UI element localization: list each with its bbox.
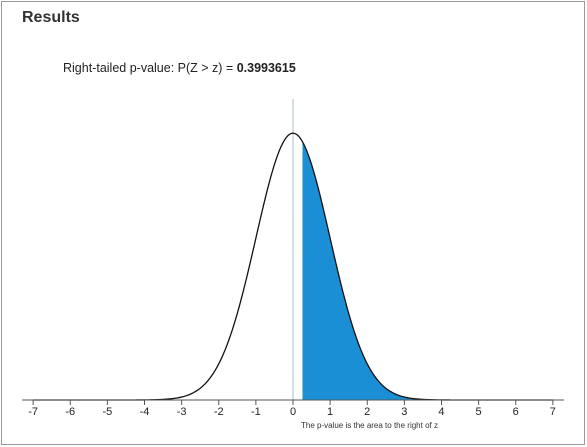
x-tick-label: 6 (513, 406, 519, 418)
x-tick-label: 7 (550, 406, 556, 418)
x-tick-label: -6 (65, 406, 75, 418)
x-tick-label: 0 (290, 406, 296, 418)
p-value-area (302, 141, 553, 400)
x-tick-label: 2 (364, 406, 370, 418)
p-value-line: Right-tailed p-value: P(Z > z) = 0.39936… (63, 61, 296, 75)
x-tick-label: 1 (327, 406, 333, 418)
x-tick-label: -2 (214, 406, 224, 418)
x-tick-label: -5 (102, 406, 112, 418)
x-tick-label: 5 (476, 406, 482, 418)
p-value-label: Right-tailed p-value: P(Z > z) = (63, 61, 237, 75)
x-tick-label: 4 (438, 406, 444, 418)
x-tick-label: 3 (401, 406, 407, 418)
results-title: Results (22, 9, 80, 26)
x-tick-label: -7 (28, 406, 38, 418)
caption: The p-value is the area to the right of … (301, 421, 438, 430)
x-tick-label: -4 (140, 406, 150, 418)
x-tick-label: -1 (251, 406, 261, 418)
p-value: 0.3993615 (237, 61, 296, 75)
x-tick-label: -3 (177, 406, 187, 418)
